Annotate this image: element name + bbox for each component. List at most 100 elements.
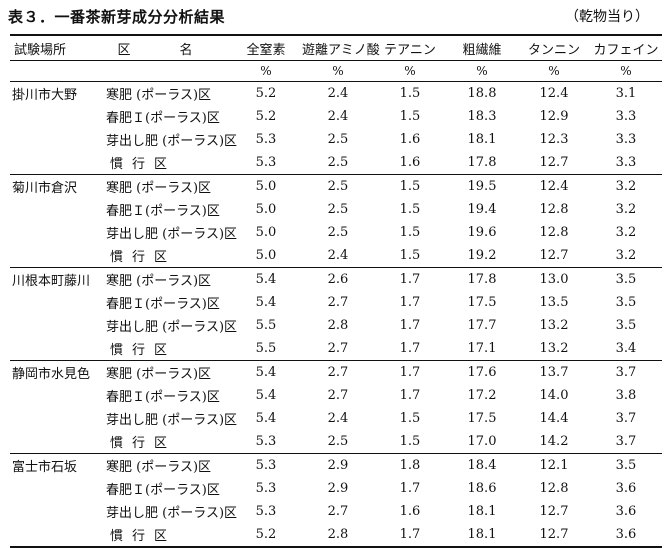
value-cell: 5.0 (255, 202, 277, 217)
site-empty (10, 430, 98, 454)
plot-name: 芽出し肥 (ポーラス)区 (106, 413, 238, 428)
value-cell: 5.4 (255, 411, 277, 426)
plot-name: 慣行区 (110, 436, 177, 451)
value-cell: 3.1 (590, 81, 662, 105)
value-cell: 5.4 (230, 267, 302, 291)
value-cell: 12.7 (518, 523, 590, 548)
value-cell: 2.8 (302, 523, 374, 548)
value-cell: 3.2 (590, 174, 662, 198)
table-row: 慣行区 5.3 2.5 1.6 17.8 12.7 3.3 (10, 151, 662, 175)
header-tannin: タンニン (518, 34, 590, 61)
value-cell: 1.6 (399, 132, 421, 147)
value-cell: 1.7 (399, 481, 421, 496)
value-cell: 3.6 (615, 481, 637, 496)
table-row: 芽出し肥 (ポーラス)区 5.0 2.5 1.5 19.6 12.8 3.2 (10, 221, 662, 244)
value-cell: 1.5 (399, 225, 421, 240)
value-cell: 2.5 (327, 225, 349, 240)
value-cell: 17.8 (446, 267, 518, 291)
unit-cell: % (260, 64, 272, 78)
value-cell: 1.5 (399, 202, 421, 217)
plot-name: 慣行区 (110, 157, 177, 172)
table-row: 芽出し肥 (ポーラス)区 5.3 2.5 1.6 18.1 12.3 3.3 (10, 128, 662, 151)
header-plot: 区 名 (98, 34, 230, 61)
value-cell: 18.4 (446, 453, 518, 477)
value-cell: 12.3 (539, 132, 569, 147)
value-cell: 12.7 (539, 248, 569, 263)
value-cell: 19.6 (467, 225, 497, 240)
value-cell: 17.0 (467, 434, 497, 449)
value-cell: 19.4 (467, 202, 497, 217)
value-cell: 2.7 (327, 388, 349, 403)
value-cell: 2.9 (302, 453, 374, 477)
value-cell: 1.7 (399, 295, 421, 310)
plot-name: 慣行区 (98, 523, 230, 548)
value-cell: 3.6 (590, 523, 662, 548)
value-cell: 5.3 (255, 504, 277, 519)
table-row: 春肥Ｉ(ポーラス)区 5.3 2.9 1.7 18.6 12.8 3.6 (10, 477, 662, 500)
value-cell: 2.7 (327, 504, 349, 519)
units-empty (10, 61, 98, 82)
header-caffeine: カフェイン (590, 34, 662, 61)
value-cell: 12.8 (539, 225, 569, 240)
plot-name: 芽出し肥 (ポーラス)区 (106, 227, 238, 242)
unit-cell: % (404, 64, 416, 78)
header-row: 試験場所 区 名 全窒素 遊離アミノ酸 テアニン 粗繊維 タンニン カフェイン (10, 34, 662, 61)
value-cell: 3.8 (615, 388, 637, 403)
value-cell: 17.5 (467, 295, 497, 310)
value-cell: 2.9 (327, 481, 349, 496)
value-cell: 3.5 (590, 267, 662, 291)
value-cell: 2.4 (327, 109, 349, 124)
site-empty (10, 291, 98, 314)
value-cell: 13.5 (539, 295, 569, 310)
value-cell: 1.7 (399, 388, 421, 403)
value-cell: 2.4 (327, 248, 349, 263)
header-crude-fiber: 粗繊維 (446, 34, 518, 61)
site-empty (10, 523, 98, 548)
value-cell: 1.6 (399, 504, 421, 519)
value-cell: 1.7 (399, 318, 421, 333)
value-cell: 5.2 (230, 523, 302, 548)
analysis-table: 試験場所 区 名 全窒素 遊離アミノ酸 テアニン 粗繊維 タンニン カフェイン … (10, 34, 662, 548)
value-cell: 12.9 (539, 109, 569, 124)
site-empty (10, 384, 98, 407)
value-cell: 3.5 (615, 318, 637, 333)
plot-name: 寒肥 (ポーラス)区 (98, 360, 230, 384)
value-cell: 1.7 (374, 523, 446, 548)
value-cell: 12.4 (518, 174, 590, 198)
value-cell: 12.1 (518, 453, 590, 477)
site-empty (10, 198, 98, 221)
value-cell: 3.5 (590, 453, 662, 477)
value-cell: 3.7 (615, 434, 637, 449)
value-cell: 2.7 (327, 295, 349, 310)
value-cell: 1.7 (374, 360, 446, 384)
value-cell: 2.4 (302, 81, 374, 105)
table-body: % % % % % % 掛川市大野 寒肥 (ポーラス)区 5.2 2.4 1.5 18.8… (10, 61, 662, 548)
value-cell: 17.7 (467, 318, 497, 333)
plot-name: 寒肥 (ポーラス)区 (98, 267, 230, 291)
value-cell: 18.1 (467, 504, 497, 519)
value-cell: 14.2 (539, 434, 569, 449)
value-cell: 2.7 (302, 360, 374, 384)
unit-cell: % (476, 64, 488, 78)
table-row: 掛川市大野 寒肥 (ポーラス)区 5.2 2.4 1.5 18.8 12.4 3.1 (10, 81, 662, 105)
value-cell: 5.5 (255, 318, 277, 333)
value-cell: 19.5 (446, 174, 518, 198)
table-row: 慣行区 5.0 2.4 1.5 19.2 12.7 3.2 (10, 244, 662, 268)
value-cell: 5.0 (230, 174, 302, 198)
site-empty (10, 314, 98, 337)
unit-cell: % (548, 64, 560, 78)
value-cell: 3.3 (615, 109, 637, 124)
value-cell: 3.2 (615, 225, 637, 240)
value-cell: 17.6 (446, 360, 518, 384)
plot-name: 芽出し肥 (ポーラス)区 (106, 134, 238, 149)
value-cell: 2.6 (302, 267, 374, 291)
value-cell: 18.3 (467, 109, 497, 124)
site-empty (10, 151, 98, 175)
plot-name: 春肥Ｉ(ポーラス)区 (106, 390, 220, 405)
value-cell: 2.4 (327, 411, 349, 426)
site-empty (10, 477, 98, 500)
value-cell: 3.7 (615, 411, 637, 426)
value-cell: 19.2 (467, 248, 497, 263)
plot-name: 芽出し肥 (ポーラス)区 (106, 320, 238, 335)
site-name: 掛川市大野 (10, 81, 98, 105)
